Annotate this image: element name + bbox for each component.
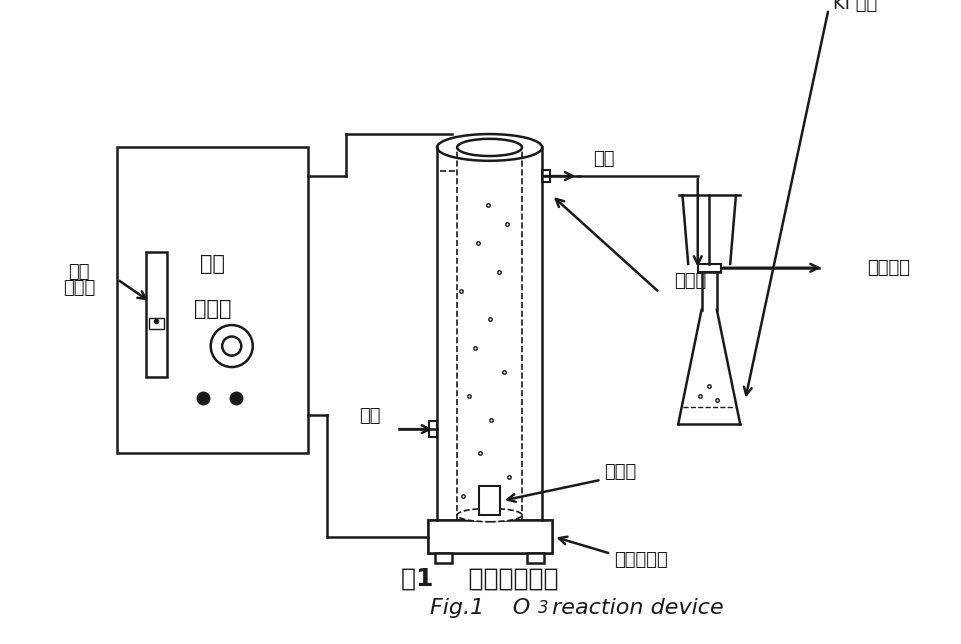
Text: reaction device: reaction device [545, 598, 724, 618]
Text: 磁力搅拌器: 磁力搅拌器 [614, 551, 668, 569]
Text: 曝气头: 曝气头 [604, 463, 636, 481]
Text: 发生器: 发生器 [194, 299, 232, 319]
Text: 进水: 进水 [359, 407, 381, 425]
Bar [430, 422, 437, 437]
Text: 排入大气: 排入大气 [867, 259, 910, 277]
Bar [480, 486, 500, 515]
Bar [149, 318, 164, 330]
Bar [435, 553, 453, 563]
Bar [428, 520, 552, 553]
Ellipse shape [457, 508, 522, 522]
Bar [117, 147, 308, 453]
Bar [698, 264, 721, 272]
Bar [527, 553, 544, 563]
Text: Fig.1    O: Fig.1 O [430, 598, 530, 618]
Text: 3: 3 [538, 600, 549, 617]
Text: 气体: 气体 [68, 263, 89, 281]
Circle shape [210, 325, 253, 367]
Bar [542, 171, 550, 182]
Bar [146, 252, 167, 377]
Bar [428, 520, 552, 553]
Text: 臭氧: 臭氧 [200, 254, 225, 274]
Ellipse shape [457, 139, 522, 156]
Text: 出水: 出水 [593, 150, 615, 168]
Text: KI 溶液: KI 溶液 [833, 0, 877, 13]
Circle shape [222, 337, 241, 355]
Ellipse shape [437, 134, 542, 161]
Text: 循环水: 循环水 [674, 272, 706, 290]
Text: 流量计: 流量计 [62, 279, 95, 297]
Text: 图1    臭氧反应装置: 图1 臭氧反应装置 [402, 567, 558, 591]
